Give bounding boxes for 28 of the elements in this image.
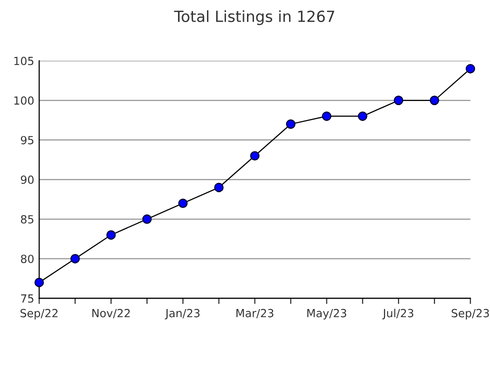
point <box>34 278 44 288</box>
y-tick-label: 90 <box>20 176 34 184</box>
point <box>70 254 80 264</box>
point <box>322 111 332 121</box>
y-tick-label: 105 <box>14 56 34 66</box>
x-tick-label: Nov/22 <box>92 308 130 318</box>
y-tick-label: 95 <box>20 136 34 144</box>
x-tick-label: Sep/22 <box>20 308 58 320</box>
y-tick-label: 85 <box>20 215 34 224</box>
point <box>142 214 152 224</box>
x-tick-label: Mar/23 <box>236 308 274 318</box>
point <box>214 182 224 192</box>
y-tick-label: 100 <box>14 96 34 105</box>
point <box>394 96 404 106</box>
point <box>466 64 476 74</box>
point <box>178 198 188 208</box>
point <box>106 230 116 240</box>
point <box>358 111 368 121</box>
x-tick-label: Jul/23 <box>382 308 414 320</box>
point <box>286 119 296 129</box>
x-tick-label: May/23 <box>307 308 346 320</box>
chart-title: Total Listings in 1267 <box>174 10 334 26</box>
x-tick-label: Sep/23 <box>452 308 489 320</box>
y-tick-label: 80 <box>20 254 34 264</box>
point <box>250 151 260 161</box>
x-tick-label: Jan/23 <box>164 308 200 320</box>
y-tick-label: 75 <box>21 294 34 303</box>
point <box>430 96 440 106</box>
